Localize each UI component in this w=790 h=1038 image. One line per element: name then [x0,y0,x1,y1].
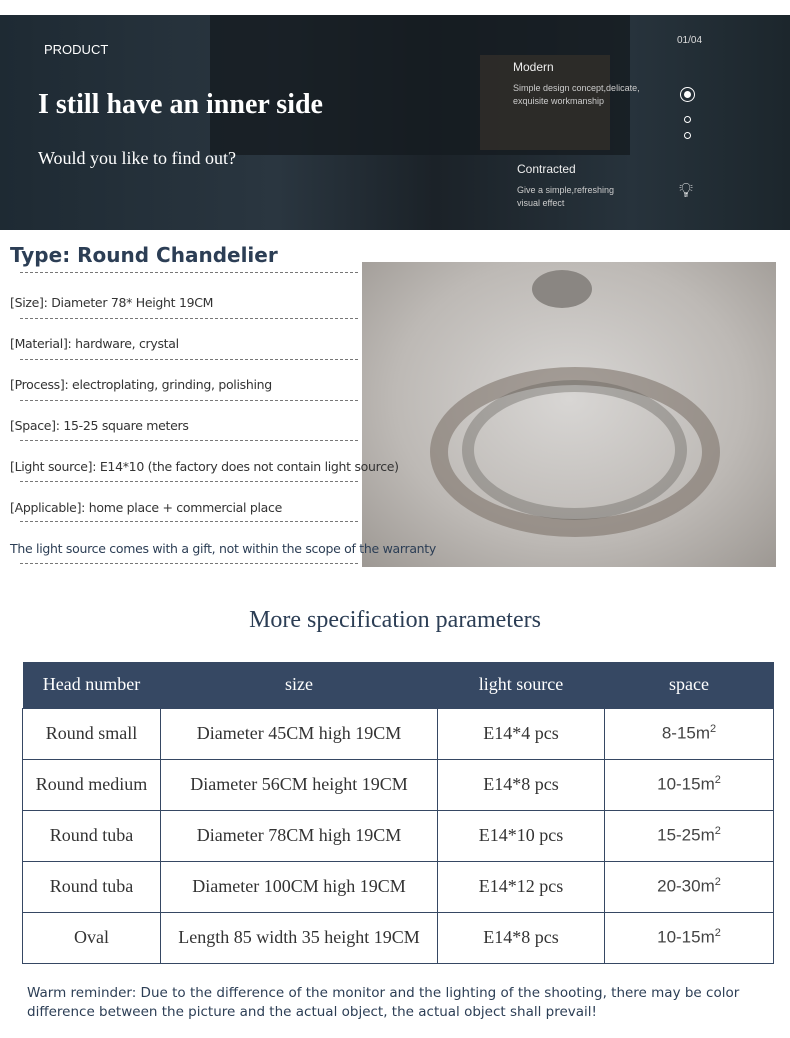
superscript: 2 [714,774,721,787]
col-size: size [160,662,438,708]
divider [20,400,358,401]
space-value: 10-15m [657,927,715,947]
cell-size: Diameter 100CM high 19CM [160,860,438,913]
feature-title: Modern [513,60,554,74]
product-type: Type: Round Chandelier [10,243,278,267]
chandelier-photo [362,262,776,567]
spec-line: [Size]: Diameter 78* Height 19CM [10,295,214,310]
cell-light: E14*8 pcs [437,911,605,964]
cell-size: Diameter 45CM high 19CM [160,707,438,760]
slide-dot-active[interactable] [680,87,695,102]
space-value: 10-15m [657,774,715,794]
hero-banner: PRODUCT I still have an inner side Would… [0,15,790,230]
table-row: Round tuba Diameter 100CM high 19CM E14*12… [22,860,774,913]
cell-light: E14*10 pcs [437,809,605,862]
cell-space: 8-15m2 [604,707,774,760]
cell-head: Round medium [22,758,161,811]
section-title: More specification parameters [249,607,541,633]
spec-line: [Space]: 15-25 square meters [10,418,189,433]
divider [20,481,358,482]
feature-desc: Simple design concept,delicate, exquisit… [513,83,640,106]
table-row: Round tuba Diameter 78CM high 19CM E14*10 … [22,809,774,862]
cell-space: 15-25m2 [604,809,774,862]
cell-space: 20-30m2 [604,860,774,913]
divider [20,272,358,273]
cell-space: 10-15m2 [604,758,774,811]
spec-line: [Material]: hardware, crystal [10,336,179,351]
cell-light: E14*4 pcs [437,707,605,760]
warm-reminder: Warm reminder: Due to the difference of … [27,985,740,1020]
cell-head: Round tuba [22,809,161,862]
superscript: 2 [714,927,721,940]
crystal-ring-inner [462,380,687,520]
divider [20,563,358,564]
table-body: Round small Diameter 45CM high 19CM E14*4 … [22,707,774,964]
space-value: 15-25m [657,825,715,845]
ceiling-canopy [532,270,592,308]
house-window [480,55,610,150]
spec-table: Head number size light source space Roun… [22,662,774,964]
cell-light: E14*8 pcs [437,758,605,811]
banner-subtitle: Would you like to find out? [38,148,237,168]
col-light-source: light source [437,662,605,708]
divider [20,359,358,360]
cell-size: Diameter 78CM high 19CM [160,809,438,862]
feature-desc: Give a simple,refreshing visual effect [517,185,615,208]
table-row: Round small Diameter 45CM high 19CM E14*4 … [22,707,774,760]
page-indicator: 01/04 [677,35,703,46]
table-row: Round medium Diameter 56CM height 19CM E14… [22,758,774,811]
cell-light: E14*12 pcs [437,860,605,913]
table-row: Oval Length 85 width 35 height 19CM E14*8 … [22,911,774,964]
cell-head: Round tuba [22,860,161,913]
col-head-number: Head number [22,662,161,708]
slide-dot[interactable] [684,132,691,139]
slide-dot[interactable] [684,116,691,123]
banner-title: I still have an inner side [38,89,323,120]
banner-label: PRODUCT [44,42,109,57]
warranty-note: The light source comes with a gift, not … [10,541,437,556]
spec-line: [Applicable]: home place + commercial pl… [10,500,283,515]
lightbulb-icon: 💡︎ [679,178,693,202]
spec-line: [Process]: electroplating, grinding, pol… [10,377,272,392]
cell-head: Oval [22,911,161,964]
space-value: 8-15m [661,723,711,743]
table-header: Head number size light source space [22,662,774,708]
superscript: 2 [714,825,721,838]
cell-size: Diameter 56CM height 19CM [160,758,438,811]
cell-head: Round small [22,707,161,760]
slide-dot-fill [683,90,691,98]
superscript: 2 [714,876,721,889]
feature-title: Contracted [517,162,576,176]
spec-line: [Light source]: E14*10 (the factory does… [10,459,399,474]
divider [20,440,358,441]
divider [20,521,358,522]
col-space: space [604,662,774,708]
cell-space: 10-15m2 [604,911,774,964]
cell-size: Length 85 width 35 height 19CM [160,911,438,964]
divider [20,318,358,319]
superscript: 2 [710,723,717,736]
space-value: 20-30m [657,876,715,896]
